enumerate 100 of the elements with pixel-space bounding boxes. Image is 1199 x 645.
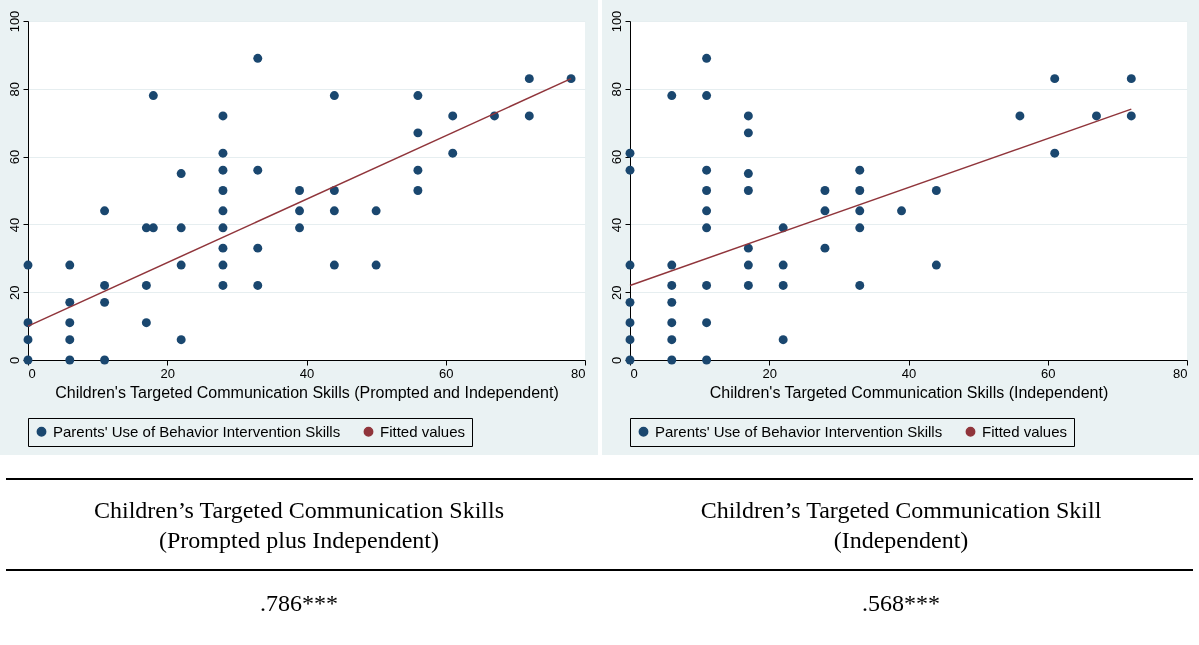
point <box>1092 111 1101 121</box>
point <box>100 297 110 307</box>
point <box>100 280 110 290</box>
point <box>329 260 339 270</box>
point <box>253 280 263 290</box>
point <box>218 280 228 290</box>
point <box>855 165 865 175</box>
point <box>743 260 753 270</box>
text: Children’s Targeted Communication Skill (Independent) <box>699 496 1103 555</box>
point <box>371 206 381 216</box>
point <box>218 206 228 216</box>
point <box>820 186 830 195</box>
point <box>524 111 534 121</box>
point <box>100 355 110 365</box>
point <box>743 243 753 253</box>
y-tick-label: 100 <box>6 10 22 33</box>
point <box>1050 148 1060 158</box>
point <box>820 206 830 216</box>
point <box>329 206 339 216</box>
point <box>778 260 788 270</box>
point <box>702 223 712 233</box>
point <box>667 260 677 270</box>
point <box>931 186 941 195</box>
legend-label: Fitted values <box>380 422 466 440</box>
point <box>855 280 865 290</box>
point <box>702 165 712 175</box>
point <box>1050 74 1060 84</box>
point <box>625 335 635 345</box>
point <box>218 243 228 253</box>
point <box>65 335 75 345</box>
point <box>218 223 228 233</box>
point <box>667 318 677 328</box>
legend-label: Parents' Use of Behavior Intervention Skills <box>655 422 943 440</box>
point <box>65 318 75 328</box>
y-tick-label: 20 <box>608 285 624 300</box>
point <box>23 335 33 345</box>
point <box>702 53 712 63</box>
x-tick-label: 0 <box>630 365 638 381</box>
point <box>218 165 228 175</box>
point <box>702 91 712 101</box>
point <box>625 260 635 270</box>
point <box>702 318 712 328</box>
point <box>625 318 635 328</box>
text: .786*** <box>259 590 339 617</box>
y-tick-label: 100 <box>608 10 624 33</box>
point <box>176 260 186 270</box>
point <box>176 335 186 345</box>
x-tick-label: 0 <box>28 365 36 381</box>
point <box>65 297 75 307</box>
point <box>148 223 158 233</box>
point <box>448 148 458 158</box>
point <box>295 206 305 216</box>
point <box>524 74 534 84</box>
point <box>218 260 228 270</box>
point <box>413 165 423 175</box>
point <box>778 280 788 290</box>
x-tick-label: 40 <box>299 365 315 381</box>
point <box>1126 111 1136 121</box>
point <box>702 355 712 365</box>
y-tick-label: 60 <box>6 149 22 165</box>
x-tick-label: 60 <box>439 365 454 381</box>
point <box>625 297 635 307</box>
point <box>141 280 151 290</box>
point <box>295 186 305 195</box>
point <box>371 260 381 270</box>
y-tick-label: 60 <box>608 149 624 165</box>
y-tick-label: 80 <box>6 82 22 97</box>
point <box>148 91 158 101</box>
text: Children’s Targeted Communication Skills (Prompted plus Independent) <box>92 496 506 555</box>
point <box>743 128 753 138</box>
point <box>667 335 677 345</box>
point <box>743 280 753 290</box>
x-axis-title: Children's Targeted Communication Skills (Prompted and Independent) <box>55 383 559 401</box>
y-tick-label: 20 <box>6 285 22 300</box>
point <box>295 223 305 233</box>
point <box>65 355 75 365</box>
y-tick-label: 40 <box>6 217 22 233</box>
point <box>702 206 712 216</box>
point <box>100 206 110 216</box>
point <box>667 297 677 307</box>
point <box>743 169 753 179</box>
point <box>448 111 458 121</box>
legend-label: Fitted values <box>982 422 1068 440</box>
point <box>625 148 635 158</box>
point <box>667 355 677 365</box>
y-tick-label: 40 <box>608 217 624 233</box>
point <box>176 169 186 179</box>
point <box>855 186 865 195</box>
point <box>329 91 339 101</box>
point <box>855 223 865 233</box>
point <box>253 53 263 63</box>
point <box>176 223 186 233</box>
legend-label: Parents' Use of Behavior Intervention Skills <box>53 422 341 440</box>
y-tick-label: 80 <box>608 82 624 97</box>
point <box>65 260 75 270</box>
point <box>743 111 753 121</box>
point <box>743 186 753 195</box>
point <box>413 91 423 101</box>
x-axis-title: Children's Targeted Communication Skills (Independent) <box>709 383 1109 401</box>
x-tick-label: 40 <box>901 365 917 381</box>
